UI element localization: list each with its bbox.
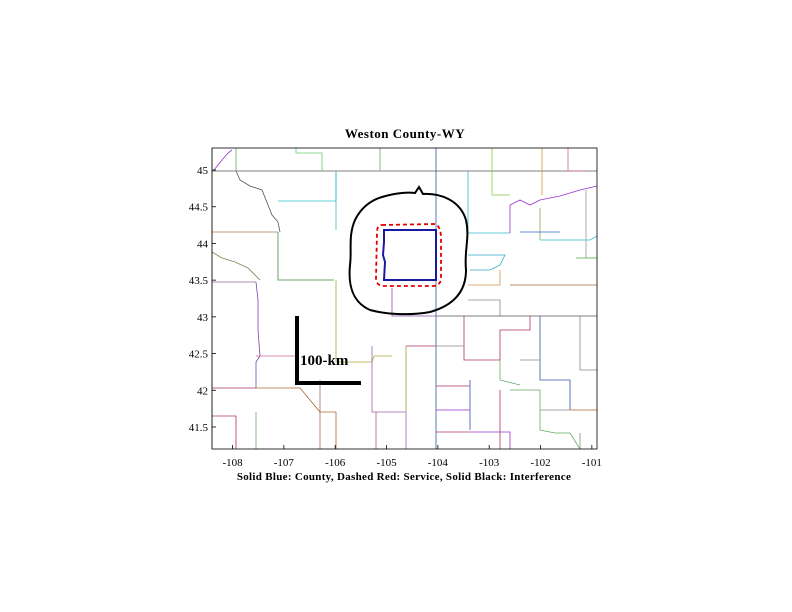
county-outline — [381, 229, 437, 281]
map-plot-area: 100-km — [211, 147, 598, 450]
y-tick-label: 45 — [197, 165, 209, 177]
y-tick-label: 42 — [197, 385, 208, 397]
y-axis: 45 44.5 44 43.5 43 42.5 42 41.5 — [189, 165, 216, 434]
x-tick-label: -105 — [376, 457, 397, 469]
y-tick-label: 43 — [197, 312, 209, 324]
y-tick-label: 43.5 — [189, 275, 209, 287]
interference-contour — [348, 185, 469, 316]
scale-bar: 100-km — [295, 316, 361, 385]
y-tick-label: 42.5 — [189, 349, 209, 361]
x-tick-label: -102 — [530, 457, 550, 469]
map-title: Weston County-WY — [345, 126, 465, 141]
x-tick-label: -106 — [325, 457, 346, 469]
county-boundary-lines — [211, 148, 598, 450]
map-caption: Solid Blue: County, Dashed Red: Service,… — [237, 471, 571, 483]
y-tick-label: 44 — [197, 238, 209, 250]
x-axis: -108 -107 -106 -105 -104 -103 -102 -101 — [222, 445, 602, 469]
x-tick-label: -103 — [479, 457, 500, 469]
scale-bar-label: 100-km — [300, 353, 349, 369]
x-tick-label: -101 — [582, 457, 602, 469]
x-tick-label: -107 — [274, 457, 295, 469]
y-tick-label: 44.5 — [189, 202, 209, 214]
y-tick-label: 41.5 — [189, 422, 209, 434]
x-tick-label: -108 — [222, 457, 243, 469]
service-contour — [375, 223, 442, 287]
x-tick-label: -104 — [428, 457, 449, 469]
